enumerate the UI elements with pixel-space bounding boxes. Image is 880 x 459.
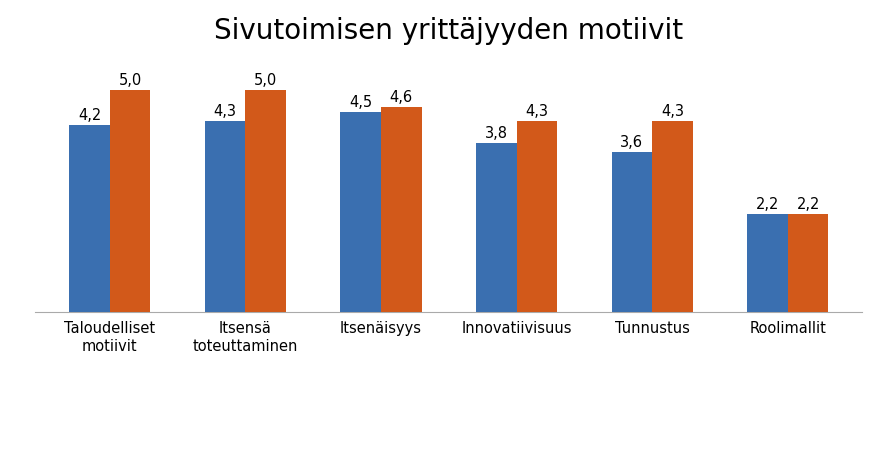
- Text: 4,5: 4,5: [349, 95, 372, 110]
- Text: 4,3: 4,3: [525, 103, 548, 118]
- Bar: [517, 122, 557, 312]
- Bar: [381, 108, 422, 312]
- Text: 2,2: 2,2: [756, 196, 779, 212]
- Text: 4,3: 4,3: [661, 103, 684, 118]
- Text: 3,8: 3,8: [485, 126, 508, 140]
- Text: 4,3: 4,3: [214, 103, 237, 118]
- Text: 5,0: 5,0: [254, 73, 277, 87]
- Text: 4,6: 4,6: [390, 90, 413, 105]
- Text: 4,2: 4,2: [77, 108, 101, 123]
- Bar: [70, 126, 110, 312]
- Bar: [612, 152, 652, 312]
- Text: 3,6: 3,6: [620, 134, 643, 150]
- Bar: [110, 90, 150, 312]
- Text: 5,0: 5,0: [119, 73, 142, 87]
- Bar: [341, 113, 381, 312]
- Bar: [652, 122, 693, 312]
- Bar: [205, 122, 246, 312]
- Bar: [476, 144, 517, 312]
- Bar: [246, 90, 286, 312]
- Bar: [747, 215, 788, 312]
- Title: Sivutoimisen yrittäjyyden motiivit: Sivutoimisen yrittäjyyden motiivit: [214, 17, 684, 45]
- Text: 2,2: 2,2: [796, 196, 820, 212]
- Bar: [788, 215, 828, 312]
- Legend: Eläkkeen rinnalla, Palkkatyön rinnalla: Eläkkeen rinnalla, Palkkatyön rinnalla: [267, 453, 631, 459]
